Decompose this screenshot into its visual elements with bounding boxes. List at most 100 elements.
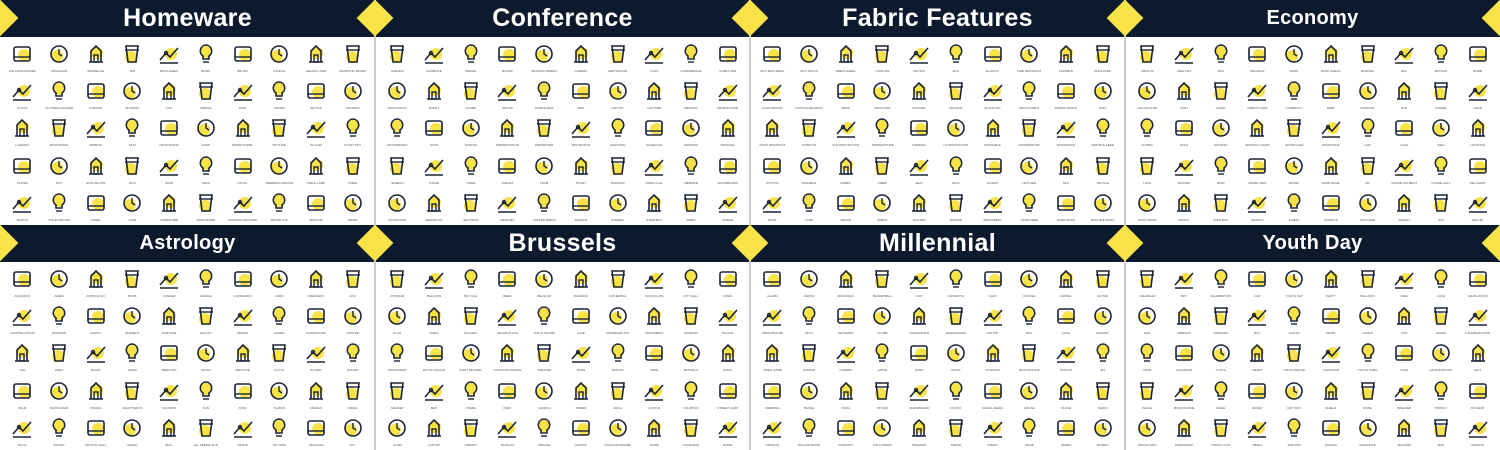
icon-item[interactable]: skateboard [901, 376, 938, 413]
icon-item[interactable]: projector [563, 113, 600, 150]
icon-item[interactable]: mesh [827, 76, 864, 113]
icon-item[interactable]: shield [1276, 188, 1313, 225]
icon-item[interactable]: backpack [827, 264, 864, 301]
icon-item[interactable]: balloon [1349, 264, 1386, 301]
icon-item[interactable]: wool [754, 188, 791, 225]
icon-item[interactable]: bank [1276, 39, 1313, 76]
icon-item[interactable]: date [1386, 338, 1423, 375]
icon-item[interactable]: quilted [901, 188, 938, 225]
icon-item[interactable]: mirror [77, 113, 114, 150]
icon-item[interactable]: shield [1313, 376, 1350, 413]
icon-item[interactable]: sagittarius [114, 376, 151, 413]
icon-item[interactable]: calendar [1129, 264, 1166, 301]
icon-item[interactable]: magnet [1166, 151, 1203, 188]
icon-item[interactable]: crescent [298, 264, 335, 301]
icon-item[interactable]: person [1459, 413, 1496, 450]
icon-item[interactable]: audience [416, 39, 453, 76]
icon-item[interactable]: presentation [489, 113, 526, 150]
icon-item[interactable]: money [1239, 376, 1276, 413]
icon-item[interactable]: gear [1459, 76, 1496, 113]
icon-item[interactable]: fortune [151, 301, 188, 338]
icon-item[interactable]: love [1048, 301, 1085, 338]
icon-item[interactable]: schedule [636, 113, 673, 150]
icon-item[interactable]: microwave [41, 113, 78, 150]
icon-item[interactable]: odor free [1011, 188, 1048, 225]
icon-item[interactable]: recyclable [1011, 76, 1048, 113]
icon-item[interactable]: iron [224, 76, 261, 113]
icon-item[interactable]: travel [791, 376, 828, 413]
icon-item[interactable]: horoscope [298, 301, 335, 338]
icon-item[interactable]: chart [1202, 76, 1239, 113]
icon-item[interactable]: tram [563, 338, 600, 375]
icon-item[interactable]: calculator [1129, 76, 1166, 113]
icon-item[interactable]: bitcoin [1423, 39, 1460, 76]
icon-item[interactable]: beer [489, 264, 526, 301]
icon-item[interactable]: planet [298, 338, 335, 375]
icon-item[interactable]: home [1011, 413, 1048, 450]
icon-item[interactable]: arch [599, 376, 636, 413]
icon-item[interactable]: plates [4, 151, 41, 188]
icon-item[interactable]: zodiac [41, 413, 78, 450]
icon-item[interactable]: agenda [379, 39, 416, 76]
icon-item[interactable]: flag [379, 301, 416, 338]
icon-item[interactable]: teapot [4, 188, 41, 225]
icon-item[interactable]: atomium [379, 264, 416, 301]
icon-item[interactable]: lantern [334, 76, 371, 113]
icon-item[interactable]: discussion [379, 76, 416, 113]
icon-item[interactable]: idea [563, 76, 600, 113]
icon-item[interactable]: guitar [1084, 264, 1121, 301]
icon-item[interactable]: boy [1239, 301, 1276, 338]
icon-item[interactable]: euro [709, 338, 746, 375]
icon-item[interactable]: armchair [41, 39, 78, 76]
icon-item[interactable]: jet [1084, 338, 1121, 375]
icon-item[interactable]: mercury [151, 338, 188, 375]
icon-item[interactable]: pizza [827, 376, 864, 413]
icon-item[interactable]: aim [1423, 188, 1460, 225]
icon-item[interactable]: bomb [1459, 39, 1496, 76]
icon-item[interactable]: windproof [1048, 113, 1085, 150]
icon-item[interactable]: taurus [261, 376, 298, 413]
icon-item[interactable]: weave [827, 188, 864, 225]
icon-item[interactable]: palace [709, 301, 746, 338]
icon-item[interactable]: social media [974, 376, 1011, 413]
icon-item[interactable]: party [1313, 264, 1350, 301]
icon-item[interactable]: trophy [1423, 376, 1460, 413]
icon-item[interactable]: fabric [827, 151, 864, 188]
icon-item[interactable]: camera [563, 39, 600, 76]
icon-item[interactable]: aquarius [4, 264, 41, 301]
icon-item[interactable]: doctor [1276, 413, 1313, 450]
icon-item[interactable]: all seeing eye [188, 413, 225, 450]
icon-item[interactable]: question [599, 113, 636, 150]
icon-item[interactable]: microphone [1011, 338, 1048, 375]
icon-item[interactable]: lungs [1349, 301, 1386, 338]
icon-item[interactable]: tower [563, 376, 600, 413]
icon-item[interactable]: balloon [416, 264, 453, 301]
icon-item[interactable]: training [599, 151, 636, 188]
icon-item[interactable]: laptop [599, 76, 636, 113]
icon-item[interactable]: candle [261, 39, 298, 76]
icon-item[interactable]: youth [1202, 338, 1239, 375]
icon-item[interactable]: sun protection [827, 113, 864, 150]
icon-item[interactable]: astrology [77, 264, 114, 301]
icon-item[interactable]: network [827, 301, 864, 338]
icon-item[interactable]: clock [4, 76, 41, 113]
icon-item[interactable]: abacus [1129, 39, 1166, 76]
icon-item[interactable]: microphone [709, 76, 746, 113]
icon-item[interactable]: layers [974, 151, 1011, 188]
icon-item[interactable]: friendship [1166, 413, 1203, 450]
icon-item[interactable]: moisture [864, 76, 901, 113]
icon-item[interactable]: bull [151, 413, 188, 450]
icon-item[interactable]: wash basin [188, 188, 225, 225]
icon-item[interactable]: screen [599, 188, 636, 225]
icon-item[interactable]: coffee break [526, 188, 563, 225]
icon-item[interactable]: capitol [563, 413, 600, 450]
icon-item[interactable]: video game [754, 338, 791, 375]
icon-item[interactable]: loan [1386, 113, 1423, 150]
icon-item[interactable]: idea [1386, 264, 1423, 301]
icon-item[interactable]: ticket [563, 151, 600, 188]
icon-item[interactable]: mars [114, 338, 151, 375]
icon-item[interactable]: picture [261, 113, 298, 150]
icon-item[interactable]: star [224, 376, 261, 413]
icon-item[interactable]: mussels [673, 338, 710, 375]
icon-item[interactable]: lace [563, 301, 600, 338]
